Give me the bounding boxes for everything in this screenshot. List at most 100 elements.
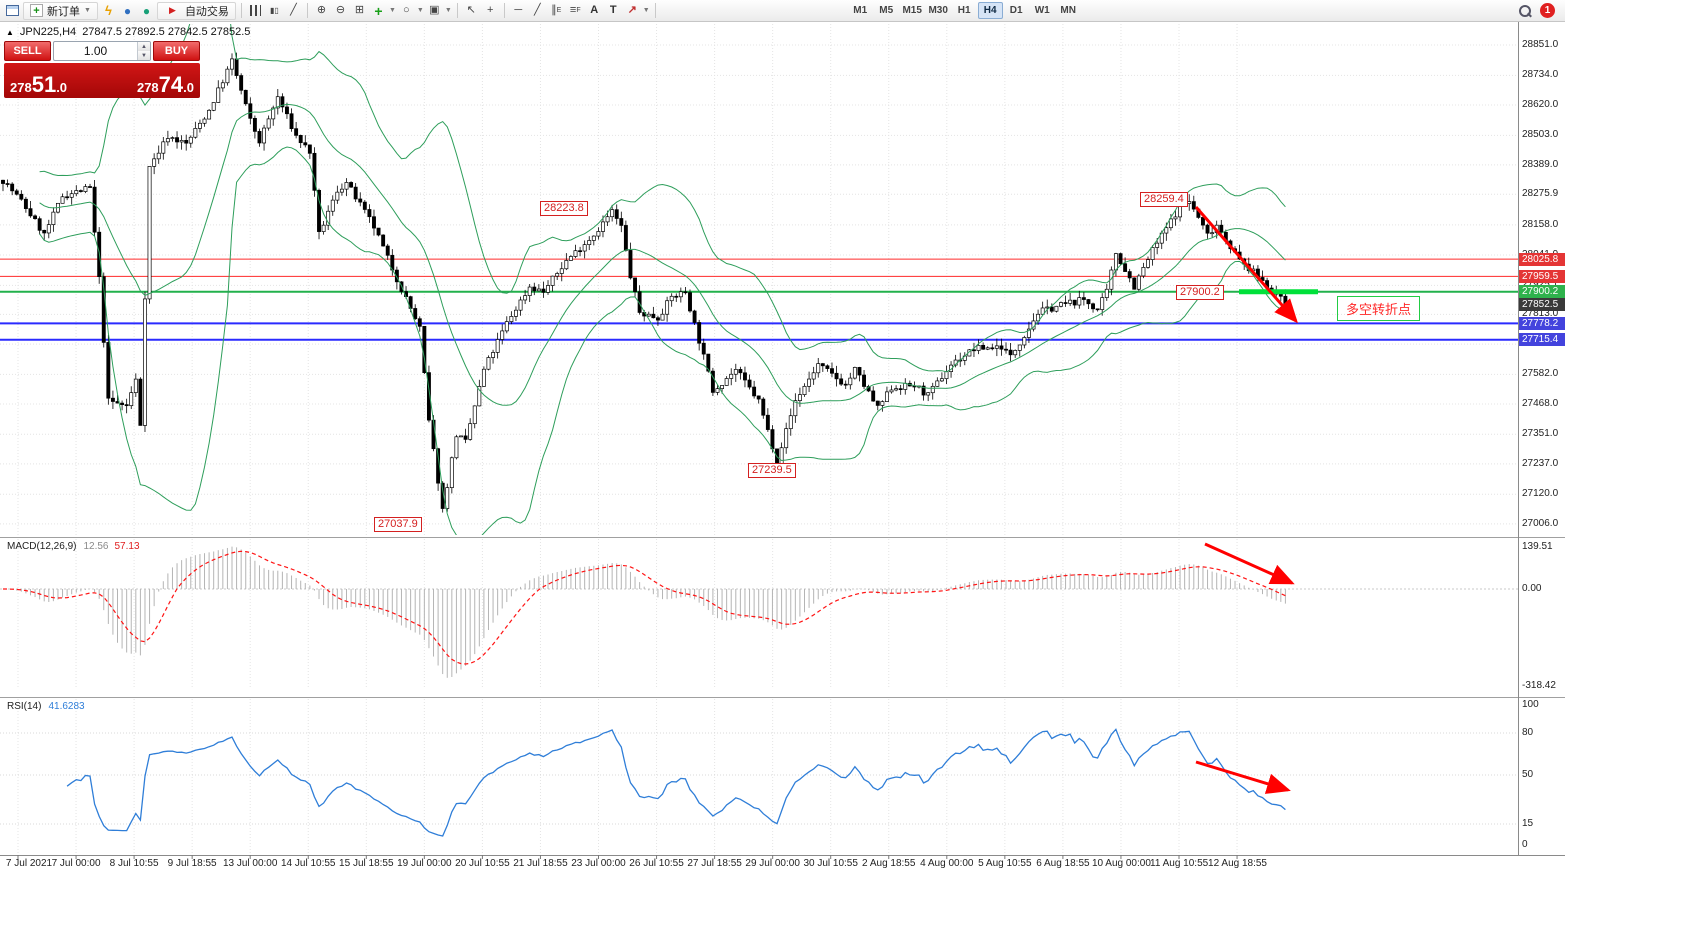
- time-label: 7 Jul 00:00: [51, 858, 101, 869]
- toolbar-separator: [240, 3, 242, 18]
- price-callout[interactable]: 28259.4: [1140, 192, 1188, 207]
- sell-price[interactable]: 278 51.0: [10, 72, 68, 97]
- timeframe-mn-button[interactable]: MN: [1060, 5, 1076, 16]
- rsi-axis-label: 80: [1522, 727, 1534, 738]
- sell-button[interactable]: SELL: [4, 41, 51, 61]
- periods-icon[interactable]: ○: [403, 4, 410, 16]
- timeframe-m30-button[interactable]: M30: [928, 5, 948, 16]
- time-label: 5 Aug 10:55: [978, 858, 1032, 869]
- equidistant-channel-icon[interactable]: ∥ E: [551, 4, 562, 16]
- timeframe-toolbar: M1 M5 M15 M30 H1 H4 D1 W1 MN: [848, 2, 1081, 19]
- time-label: 20 Jul 10:55: [455, 858, 510, 869]
- time-label: 15 Jul 18:55: [339, 858, 394, 869]
- time-label: 21 Jul 18:55: [513, 858, 568, 869]
- rsi-axis-label: 15: [1522, 818, 1534, 829]
- price-marker: 27852.5: [1519, 297, 1565, 311]
- rsi-axis-label: 0: [1522, 839, 1528, 850]
- crosshair-icon[interactable]: +: [487, 4, 494, 16]
- price-tick-label: 28275.9: [1522, 188, 1559, 200]
- search-icon[interactable]: [1517, 3, 1533, 19]
- panel-splitter[interactable]: [0, 535, 1565, 539]
- price-marker: 28025.8: [1519, 252, 1565, 266]
- time-label: 6 Aug 18:55: [1036, 858, 1090, 869]
- text-icon[interactable]: A: [590, 4, 599, 16]
- price-tick-label: 27468.0: [1522, 397, 1559, 409]
- macd-axis-label: -318.42: [1522, 679, 1556, 691]
- toolbar-separator: [306, 3, 308, 18]
- buy-button[interactable]: BUY: [153, 41, 200, 61]
- zoom-out-icon[interactable]: ⊖: [335, 4, 346, 16]
- price-marker: 27900.2: [1519, 285, 1565, 299]
- volume-spin: ▲ ▼: [137, 42, 150, 60]
- auto-trading-label: 自动交易: [184, 5, 229, 18]
- volume-up-icon[interactable]: ▲: [138, 42, 150, 51]
- timeframe-h1-button[interactable]: H1: [957, 5, 971, 16]
- rsi-label: RSI(14): [7, 701, 42, 712]
- time-label: 14 Jul 10:55: [281, 858, 336, 869]
- new-order-button[interactable]: + 新订单 ▼: [23, 1, 98, 20]
- price-callout[interactable]: 27037.9: [374, 517, 422, 532]
- zoom-in-icon[interactable]: ⊕: [316, 4, 327, 16]
- price-callout[interactable]: 27900.2: [1176, 285, 1224, 300]
- rsi-header: RSI(14) 41.6283: [7, 701, 85, 712]
- time-label: 9 Jul 18:55: [167, 858, 217, 869]
- line-chart-icon[interactable]: ╱: [290, 4, 297, 16]
- auto-trading-button[interactable]: ▶ 自动交易: [156, 1, 236, 20]
- timeframe-d1-button[interactable]: D1: [1009, 5, 1023, 16]
- time-label: 19 Jul 00:00: [397, 858, 452, 869]
- time-label: 23 Jul 00:00: [571, 858, 626, 869]
- time-label: 2 Aug 18:55: [862, 858, 916, 869]
- price-tick-label: 27925.1: [1522, 279, 1558, 290]
- timeframe-h4-button[interactable]: H4: [977, 2, 1003, 19]
- new-order-dropdown-icon[interactable]: ▼: [84, 7, 91, 14]
- chart-window-icon[interactable]: [4, 2, 21, 19]
- volume-stepper[interactable]: 1.00 ▲ ▼: [53, 41, 151, 61]
- timeframe-w1-button[interactable]: W1: [1034, 5, 1050, 16]
- arrows-icon[interactable]: ↗: [627, 4, 637, 16]
- indicators-icon[interactable]: +: [374, 2, 383, 19]
- horizontal-line-icon[interactable]: ─: [514, 4, 523, 16]
- market-icon[interactable]: ●: [142, 3, 151, 18]
- templates-dropdown-icon[interactable]: ▼: [444, 7, 452, 14]
- price-tick-label: 28389.0: [1522, 158, 1559, 170]
- price-callout[interactable]: 27239.5: [748, 463, 796, 478]
- templates-icon[interactable]: ▣: [429, 4, 440, 16]
- timeframe-m5-button[interactable]: M5: [879, 5, 894, 16]
- time-label: 13 Jul 00:00: [222, 858, 278, 869]
- toolbar: + 新订单 ▼ ϟ ● ● ▶ 自动交易 ▮▯ ╱ ⊕ ⊖ ⊞ + ▼ ○ ▼ ▣ ▼…: [0, 0, 1565, 22]
- notification-badge[interactable]: 1: [1540, 3, 1555, 18]
- tile-windows-icon[interactable]: ⊞: [354, 4, 365, 16]
- price-callout[interactable]: 28223.8: [540, 201, 588, 216]
- time-label: 26 Jul 10:55: [629, 858, 684, 869]
- timeframe-m15-button[interactable]: M15: [902, 5, 922, 16]
- time-label: 8 Jul 10:55: [109, 858, 159, 869]
- chart-ohlc: 27847.5 27892.5 27842.5 27852.5: [82, 26, 251, 38]
- candlestick-chart-icon[interactable]: ▮▯: [270, 5, 279, 15]
- rsi-axis-label: 50: [1522, 769, 1534, 780]
- trendline-icon[interactable]: ╱: [533, 4, 541, 16]
- community-icon[interactable]: ●: [123, 3, 132, 18]
- price-tick-label: 27582.0: [1522, 368, 1559, 380]
- symbol-marker-icon: ▲: [6, 27, 14, 37]
- rsi-axis-label: 100: [1522, 699, 1539, 710]
- arrows-dropdown-icon[interactable]: ▼: [642, 7, 650, 14]
- fibonacci-icon[interactable]: ≡ F: [569, 4, 581, 16]
- macd-main-value: 12.56: [83, 541, 109, 552]
- price-tick-label: 28851.0: [1522, 39, 1559, 51]
- volume-value[interactable]: 1.00: [83, 44, 108, 58]
- panel-splitter[interactable]: [0, 695, 1565, 699]
- metaeditor-icon[interactable]: ϟ: [104, 3, 112, 18]
- cursor-icon[interactable]: ↖: [466, 4, 476, 16]
- timeframe-m1-button[interactable]: M1: [853, 5, 868, 16]
- buy-price[interactable]: 278 74.0: [136, 72, 194, 97]
- text-label-icon[interactable]: T: [609, 4, 617, 16]
- annotation-note[interactable]: 多空转折点: [1337, 296, 1421, 321]
- volume-down-icon[interactable]: ▼: [138, 51, 150, 60]
- periods-dropdown-icon[interactable]: ▼: [416, 7, 424, 14]
- bar-chart-icon[interactable]: [247, 2, 264, 19]
- auto-trading-icon: ▶: [168, 5, 176, 15]
- indicators-dropdown-icon[interactable]: ▼: [388, 7, 396, 14]
